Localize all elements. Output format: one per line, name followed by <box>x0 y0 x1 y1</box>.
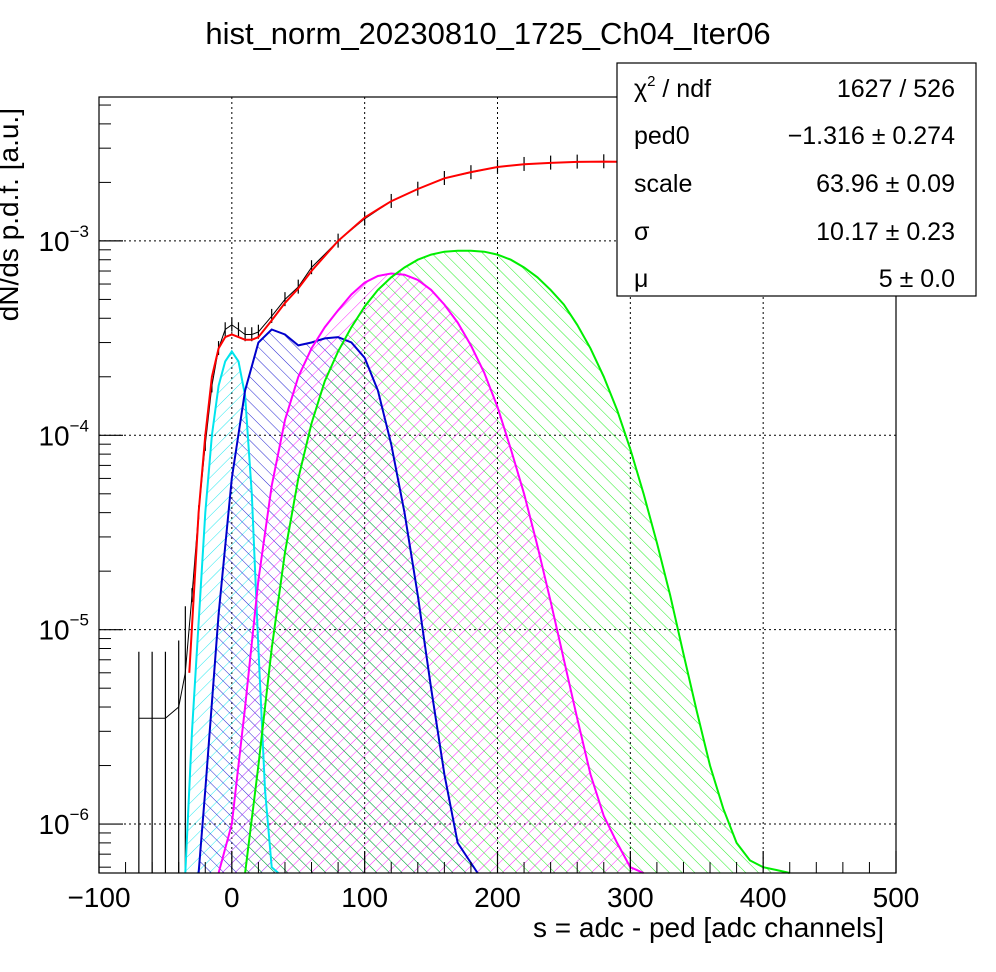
x-tick-label: 300 <box>607 882 654 913</box>
stats-label-text: scale <box>634 170 692 198</box>
series-line-1 <box>184 349 279 874</box>
y-tick-base: 10 <box>38 420 69 451</box>
x-tick-label: 100 <box>341 882 388 913</box>
component-fills <box>185 250 790 873</box>
y-tick-exponent: −3 <box>70 222 89 241</box>
stats-row-value: 5 ± 0.0 <box>879 265 955 293</box>
y-tick-exponent: −6 <box>70 805 89 824</box>
stats-label-rest: / ndf <box>655 75 711 103</box>
stats-label-text: χ <box>634 75 647 103</box>
x-tick-label: 0 <box>224 882 240 913</box>
stats-label-superscript: 2 <box>647 73 655 90</box>
stats-box-frame <box>616 62 977 297</box>
y-tick-exponent: −5 <box>70 611 89 630</box>
stats-row-value: −1.316 ± 0.274 <box>788 122 955 150</box>
x-tick-label: −100 <box>67 882 130 913</box>
stats-row-label: ped0 <box>634 122 690 150</box>
y-tick-label: 10−5 <box>38 611 89 646</box>
y-tick-base: 10 <box>38 615 69 646</box>
stats-row-value: 10.17 ± 0.23 <box>816 218 955 246</box>
x-axis-ticks: −100 0 100 200 300 400 500 <box>67 851 919 913</box>
x-tick-label: 200 <box>474 882 521 913</box>
x-tick-label: 400 <box>740 882 787 913</box>
stats-row-label: scale <box>634 170 692 198</box>
stats-box: χ2 / ndf 1627 / 526 ped0 −1.316 ± 0.274 scal… <box>616 62 977 297</box>
stats-label-text: μ <box>634 265 648 293</box>
y-tick-label: 10−3 <box>38 222 89 257</box>
stats-row-label: μ <box>634 265 648 293</box>
y-tick-label: 10−6 <box>38 805 89 840</box>
stats-row-label: χ2 / ndf <box>634 73 711 103</box>
y-tick-exponent: −4 <box>70 416 89 435</box>
stats-row-label: σ <box>634 218 650 246</box>
y-tick-base: 10 <box>38 809 69 840</box>
series-line-4 <box>244 249 790 874</box>
y-tick-base: 10 <box>38 226 69 257</box>
stats-label-text: σ <box>634 218 650 246</box>
y-tick-label: 10−4 <box>38 416 89 451</box>
series-line-2 <box>197 328 479 874</box>
x-tick-label: 500 <box>873 882 920 913</box>
y-axis-ticks: 10−610−510−410−3 <box>38 104 123 868</box>
series-line-3 <box>217 272 644 874</box>
y-axis-label: dN/ds p.d.f. [a.u.] <box>0 108 24 321</box>
stats-row-value: 1627 / 526 <box>837 75 955 103</box>
stats-row-value: 63.96 ± 0.09 <box>816 170 955 198</box>
x-axis-label: s = adc - ped [adc channels] <box>533 912 884 943</box>
stats-label-text: ped0 <box>634 122 690 150</box>
chart-title: hist_norm_20230810_1725_Ch04_Iter06 <box>205 16 770 51</box>
